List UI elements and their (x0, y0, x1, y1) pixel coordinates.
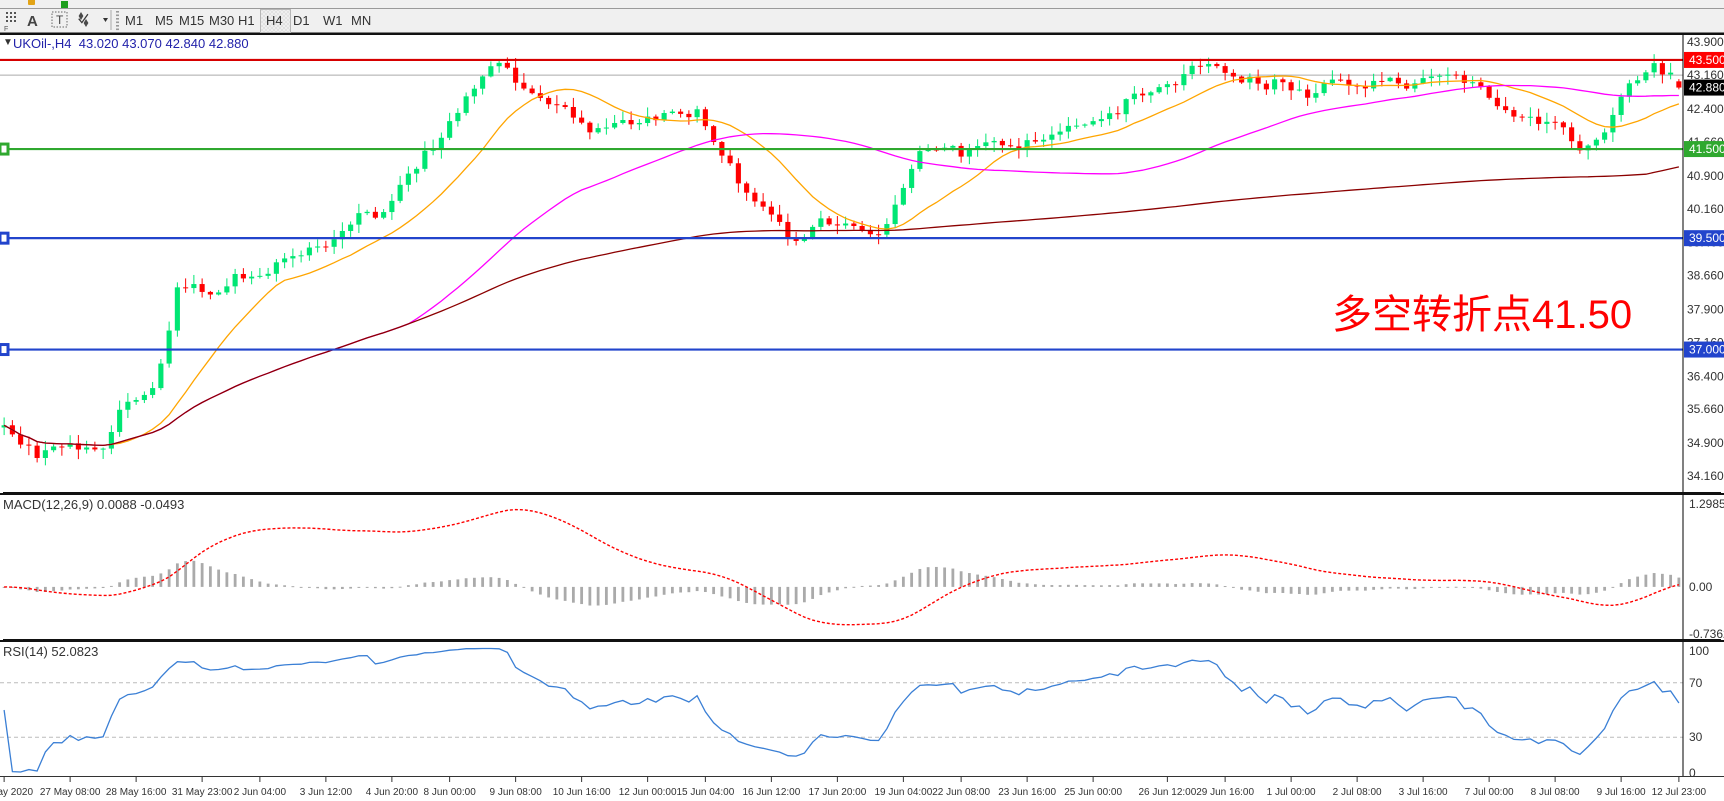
svg-text:9 Jul 16:00: 9 Jul 16:00 (1597, 787, 1646, 798)
svg-text:28 May 16:00: 28 May 16:00 (106, 787, 167, 798)
svg-text:23 Jun 16:00: 23 Jun 16:00 (998, 787, 1056, 798)
svg-text:27 May 08:00: 27 May 08:00 (40, 787, 101, 798)
svg-text:31 May 23:00: 31 May 23:00 (172, 787, 233, 798)
svg-text:26 May 2020: 26 May 2020 (0, 787, 33, 798)
svg-text:26 Jun 12:00: 26 Jun 12:00 (1138, 787, 1196, 798)
svg-text:MACD(12,26,9) 0.0088 -0.0493: MACD(12,26,9) 0.0088 -0.0493 (3, 497, 184, 512)
svg-text:42.880: 42.880 (1689, 81, 1724, 95)
svg-text:7 Jul 00:00: 7 Jul 00:00 (1465, 787, 1514, 798)
svg-text:8 Jul 08:00: 8 Jul 08:00 (1531, 787, 1580, 798)
svg-text:1.2985: 1.2985 (1689, 497, 1724, 511)
svg-text:43.500: 43.500 (1689, 53, 1724, 67)
svg-text:2 Jul 08:00: 2 Jul 08:00 (1333, 787, 1382, 798)
svg-text:25 Jun 00:00: 25 Jun 00:00 (1064, 787, 1122, 798)
svg-text:3 Jun 12:00: 3 Jun 12:00 (300, 787, 353, 798)
svg-text:-0.7362: -0.7362 (1689, 627, 1724, 639)
svg-text:9 Jun 08:00: 9 Jun 08:00 (489, 787, 542, 798)
svg-text:15 Jun 04:00: 15 Jun 04:00 (676, 787, 734, 798)
svg-text:8 Jun 00:00: 8 Jun 00:00 (423, 787, 476, 798)
svg-text:37.000: 37.000 (1689, 343, 1724, 357)
svg-text:12 Jun 00:00: 12 Jun 00:00 (619, 787, 677, 798)
svg-text:19 Jun 04:00: 19 Jun 04:00 (874, 787, 932, 798)
svg-text:22 Jun 08:00: 22 Jun 08:00 (932, 787, 990, 798)
svg-text:0.00: 0.00 (1689, 580, 1713, 594)
svg-text:RSI(14) 52.0823: RSI(14) 52.0823 (3, 644, 98, 659)
svg-text:41.500: 41.500 (1689, 142, 1724, 156)
svg-text:4 Jun 20:00: 4 Jun 20:00 (366, 787, 419, 798)
svg-text:12 Jul 23:00: 12 Jul 23:00 (1652, 787, 1707, 798)
svg-text:29 Jun 16:00: 29 Jun 16:00 (1196, 787, 1254, 798)
svg-text:30: 30 (1689, 730, 1703, 744)
svg-text:16 Jun 12:00: 16 Jun 12:00 (742, 787, 800, 798)
svg-text:10 Jun 16:00: 10 Jun 16:00 (553, 787, 611, 798)
svg-text:39.500: 39.500 (1689, 231, 1724, 245)
svg-text:100: 100 (1689, 644, 1709, 658)
svg-text:2 Jun 04:00: 2 Jun 04:00 (234, 787, 287, 798)
svg-text:70: 70 (1689, 676, 1703, 690)
svg-text:1 Jul 00:00: 1 Jul 00:00 (1267, 787, 1316, 798)
svg-text:17 Jun 20:00: 17 Jun 20:00 (808, 787, 866, 798)
svg-text:3 Jul 16:00: 3 Jul 16:00 (1399, 787, 1448, 798)
